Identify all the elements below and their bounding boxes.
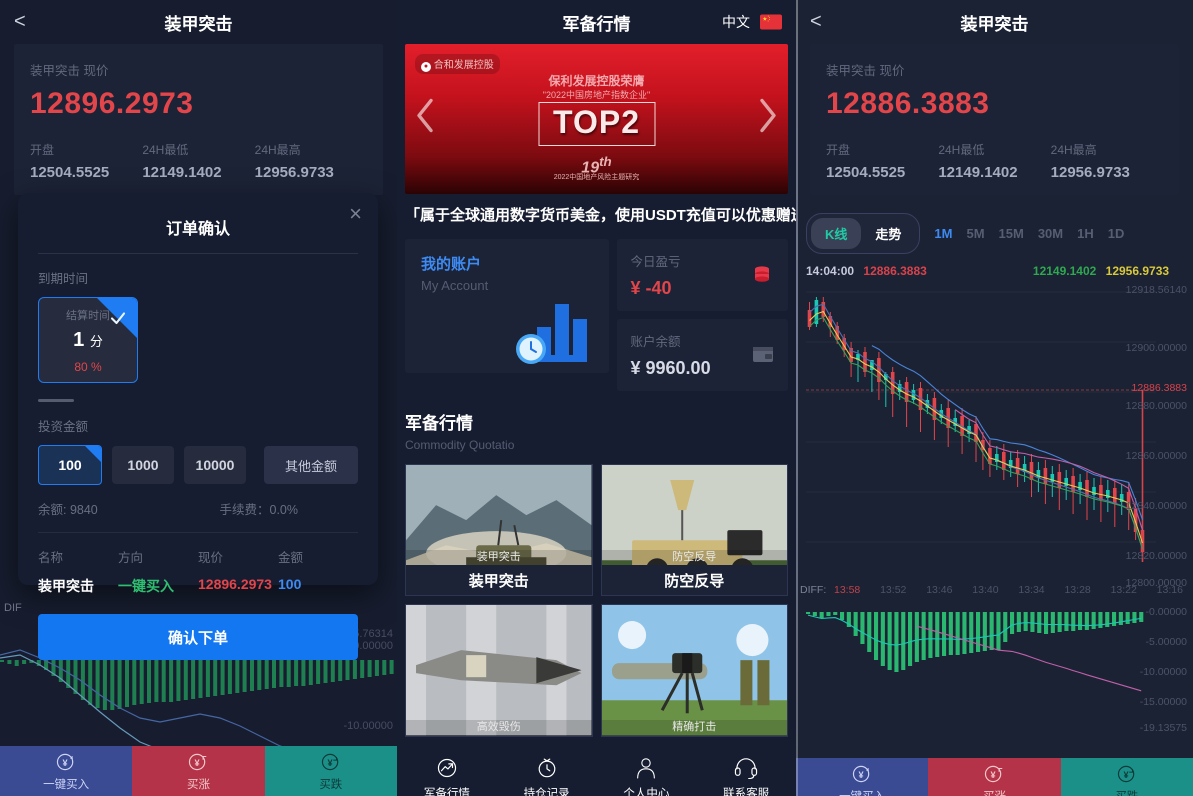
svg-text:¥: ¥ xyxy=(991,770,997,780)
svg-text:¥: ¥ xyxy=(1123,770,1129,780)
svg-text:¥: ¥ xyxy=(63,758,69,768)
svg-text:¥: ¥ xyxy=(195,758,201,768)
svg-text:¥: ¥ xyxy=(327,758,333,768)
svg-text:¥: ¥ xyxy=(859,770,865,780)
